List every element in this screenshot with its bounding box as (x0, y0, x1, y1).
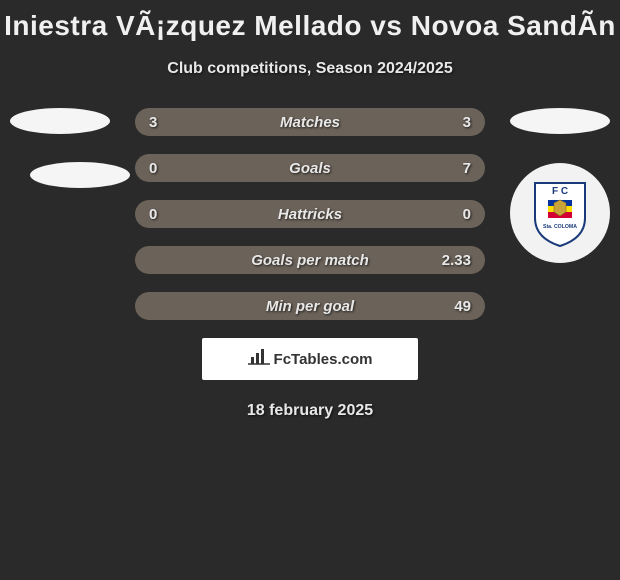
stat-left-value: 0 (149, 206, 157, 223)
stat-right-value: 3 (463, 114, 471, 131)
stat-label: Min per goal (266, 298, 354, 315)
stat-right-value: 7 (463, 160, 471, 177)
date-label: 18 february 2025 (0, 402, 620, 420)
badge-mid-text: Sta. COLOMA (543, 224, 577, 230)
content-area: F C Sta. COLOMA 3 Matches 3 0 Goals 7 0 … (0, 108, 620, 420)
left-decor (10, 108, 130, 188)
stat-row-hattricks: 0 Hattricks 0 (135, 200, 485, 228)
stat-row-goals: 0 Goals 7 (135, 154, 485, 182)
ellipse-placeholder-2 (30, 162, 130, 188)
badge-circle: F C Sta. COLOMA (510, 163, 610, 263)
shield-icon: F C Sta. COLOMA (530, 178, 590, 248)
stat-rows: 3 Matches 3 0 Goals 7 0 Hattricks 0 Goal… (135, 108, 485, 320)
stat-right-value: 0 (463, 206, 471, 223)
ellipse-placeholder-right (510, 108, 610, 134)
stat-right-value: 2.33 (442, 252, 471, 269)
club-badge: F C Sta. COLOMA (510, 163, 610, 263)
stat-label: Hattricks (278, 206, 342, 223)
ellipse-placeholder-1 (10, 108, 110, 134)
bars-icon (248, 349, 270, 369)
stat-right-value: 49 (454, 298, 471, 315)
stat-label: Matches (280, 114, 340, 131)
stat-row-matches: 3 Matches 3 (135, 108, 485, 136)
footer-brand: FcTables.com (248, 349, 373, 369)
page-subtitle: Club competitions, Season 2024/2025 (0, 60, 620, 78)
stat-label: Goals (289, 160, 331, 177)
stat-left-value: 0 (149, 160, 157, 177)
stat-left-value: 3 (149, 114, 157, 131)
badge-top-text: F C (552, 186, 568, 197)
stat-label: Goals per match (251, 252, 369, 269)
footer-brand-box: FcTables.com (202, 338, 418, 380)
stat-row-min-per-goal: Min per goal 49 (135, 292, 485, 320)
footer-brand-label: FcTables.com (274, 351, 373, 368)
stat-row-goals-per-match: Goals per match 2.33 (135, 246, 485, 274)
page-title: Iniestra VÃ¡zquez Mellado vs Novoa SandÃ… (0, 0, 620, 42)
